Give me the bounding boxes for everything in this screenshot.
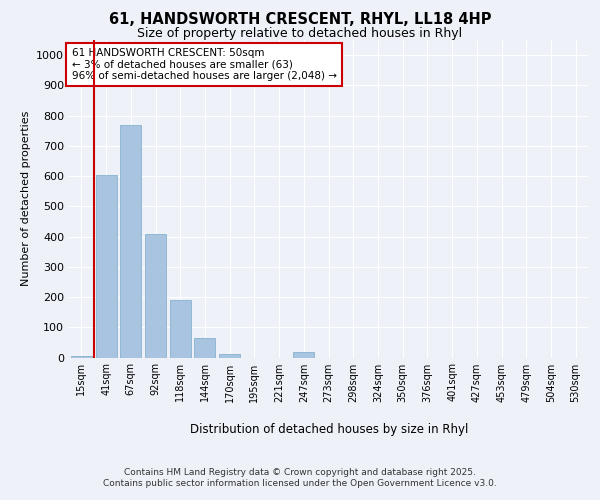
Text: Distribution of detached houses by size in Rhyl: Distribution of detached houses by size … [190,422,468,436]
Bar [170,300,191,358]
Bar [120,124,141,358]
Bar [145,234,166,358]
Bar [219,354,240,358]
Bar [293,352,314,358]
Y-axis label: Number of detached properties: Number of detached properties [20,111,31,286]
Text: 61, HANDSWORTH CRESCENT, RHYL, LL18 4HP: 61, HANDSWORTH CRESCENT, RHYL, LL18 4HP [109,12,491,28]
Bar [194,338,215,357]
Text: 61 HANDSWORTH CRESCENT: 50sqm
← 3% of detached houses are smaller (63)
96% of se: 61 HANDSWORTH CRESCENT: 50sqm ← 3% of de… [71,48,337,81]
Text: Size of property relative to detached houses in Rhyl: Size of property relative to detached ho… [137,28,463,40]
Bar [71,356,92,358]
Text: Contains HM Land Registry data © Crown copyright and database right 2025.
Contai: Contains HM Land Registry data © Crown c… [103,468,497,487]
Bar [95,174,116,358]
